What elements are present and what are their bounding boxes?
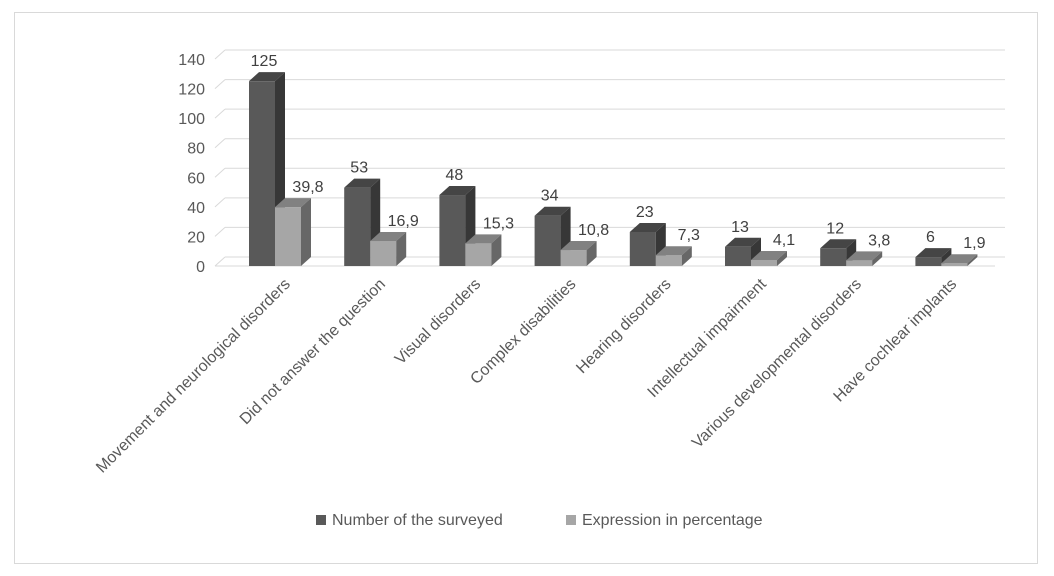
gridline-depth xyxy=(214,256,226,267)
legend-entry: Expression in percentage xyxy=(582,512,763,529)
data-label-percentage: 3,8 xyxy=(868,232,890,249)
data-label-percentage: 16,9 xyxy=(388,213,419,230)
y-tick-label: 140 xyxy=(178,52,205,69)
data-label-number: 125 xyxy=(251,53,278,70)
gridline-depth xyxy=(214,138,226,149)
data-label-number: 23 xyxy=(636,204,654,221)
x-tick-label: Hearing disorders xyxy=(573,276,674,377)
data-label-number: 53 xyxy=(350,160,368,177)
bar-percentage xyxy=(655,246,692,266)
y-axis: 0 20 40 60 80 100 120 140 xyxy=(178,52,205,276)
gridline-depth xyxy=(214,108,226,119)
gridline-depth xyxy=(214,49,226,60)
legend-swatch xyxy=(566,515,576,525)
data-label-number: 6 xyxy=(926,229,935,246)
data-label-number: 12 xyxy=(826,220,844,237)
x-tick-label: Visual disorders xyxy=(392,276,484,368)
data-label-percentage: 4,1 xyxy=(773,232,795,249)
bar-chart: 0 20 40 60 80 100 120 140 125 39,8 53 16,9 48 15,3 34… xyxy=(93,49,1005,529)
data-label-number: 48 xyxy=(446,167,464,184)
data-label-percentage: 7,3 xyxy=(678,227,700,244)
x-tick-label: Complex disabilities xyxy=(467,276,579,388)
y-tick-label: 60 xyxy=(187,170,205,187)
legend-swatch xyxy=(316,515,326,525)
legend: Number of the surveyed Expression in perc… xyxy=(316,512,763,529)
gridline-depth xyxy=(214,79,226,89)
legend-entry: Number of the surveyed xyxy=(332,512,503,529)
bar-percentage xyxy=(751,250,787,266)
data-labels: 125 39,8 53 16,9 48 15,3 34 10,8 23 7,3 13 4,1 12 3,8… xyxy=(251,53,986,252)
data-label-number: 34 xyxy=(541,188,559,205)
chart-frame: 0 20 40 60 80 100 120 140 125 39,8 53 16,9 48 15,3 34… xyxy=(14,12,1038,564)
bars xyxy=(249,72,978,266)
gridline-depth xyxy=(214,167,226,178)
bar-number-surveyed xyxy=(344,178,381,266)
x-tick-label: Movement and neurological disorders xyxy=(93,276,294,477)
y-tick-label: 0 xyxy=(196,259,205,276)
bar-percentage xyxy=(846,251,883,266)
data-label-number: 13 xyxy=(731,219,749,236)
bar-percentage xyxy=(370,232,407,266)
bar-number-surveyed xyxy=(820,239,857,266)
gridline-depth xyxy=(214,197,226,208)
y-tick-label: 20 xyxy=(187,229,205,246)
y-tick-label: 40 xyxy=(187,200,205,217)
gridline-depth xyxy=(214,227,226,237)
y-tick-label: 80 xyxy=(187,141,205,158)
y-tick-label: 120 xyxy=(178,82,205,99)
data-label-percentage: 1,9 xyxy=(963,235,985,252)
bar-percentage xyxy=(275,198,311,266)
data-label-percentage: 39,8 xyxy=(292,179,323,196)
bar-percentage xyxy=(560,241,597,266)
x-tick-label: Various developmental disorders xyxy=(689,276,865,452)
bar-percentage xyxy=(465,234,502,266)
data-label-percentage: 15,3 xyxy=(483,215,514,232)
bar-percentage xyxy=(941,254,978,266)
y-tick-label: 100 xyxy=(178,111,205,128)
data-label-percentage: 10,8 xyxy=(578,222,609,239)
